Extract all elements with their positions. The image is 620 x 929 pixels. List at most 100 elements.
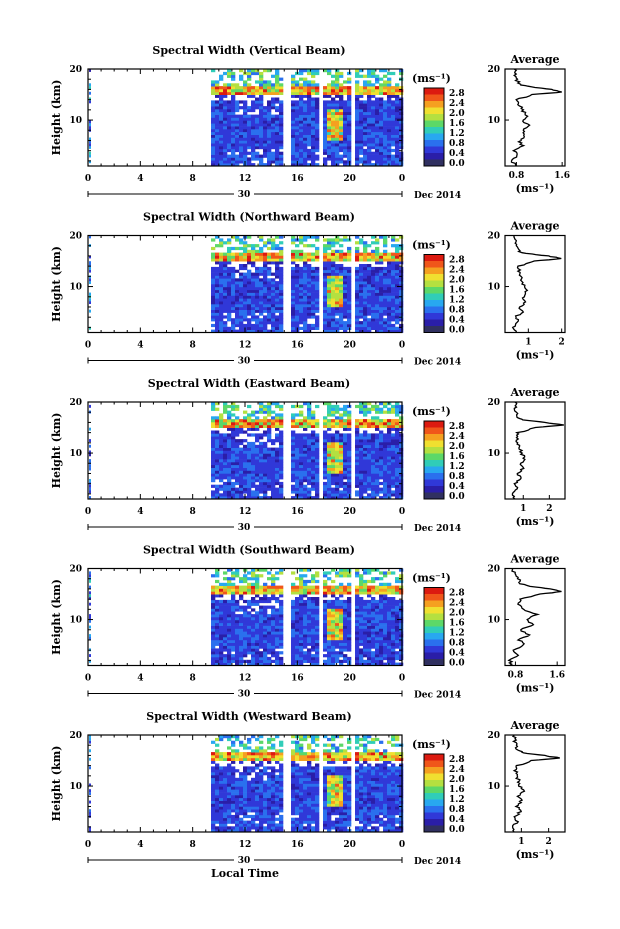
heatmap-cell bbox=[251, 249, 256, 253]
heatmap-cell bbox=[231, 605, 236, 609]
heatmap-cell bbox=[271, 637, 276, 641]
heatmap-cell bbox=[223, 261, 228, 265]
heatmap-cell bbox=[279, 83, 284, 87]
heatmap-cell bbox=[311, 326, 316, 330]
heatmap-cell bbox=[391, 318, 396, 322]
heatmap-cell bbox=[259, 298, 264, 302]
heatmap-cell bbox=[211, 439, 216, 443]
heatmap-cell bbox=[235, 301, 240, 305]
heatmap-cell bbox=[359, 146, 364, 150]
heatmap-cell bbox=[303, 599, 308, 604]
heatmap-cell bbox=[295, 91, 300, 95]
heatmap-cell bbox=[223, 470, 228, 474]
heatmap-cell bbox=[295, 157, 300, 161]
date-label: 30 bbox=[238, 523, 251, 533]
heatmap-cell bbox=[375, 467, 380, 471]
heatmap-cell bbox=[231, 258, 236, 262]
heatmap-cell bbox=[239, 625, 244, 629]
heatmap-cell bbox=[307, 654, 312, 658]
heatmap-cell bbox=[299, 306, 304, 310]
heatmap-cell bbox=[343, 100, 348, 104]
heatmap-cell bbox=[279, 108, 284, 113]
heatmap-cell bbox=[323, 309, 328, 313]
heatmap-cell bbox=[255, 120, 260, 124]
heatmap-cell bbox=[263, 315, 268, 319]
heatmap-cell bbox=[259, 289, 264, 293]
heatmap-cell bbox=[275, 473, 280, 477]
colorbar-swatch bbox=[424, 140, 444, 147]
heatmap-cell bbox=[303, 639, 308, 643]
heatmap-cell bbox=[239, 441, 244, 446]
heatmap-cell bbox=[251, 131, 256, 135]
heatmap-cell bbox=[311, 642, 316, 646]
heatmap-cell bbox=[279, 120, 284, 124]
heatmap-cell bbox=[251, 659, 256, 663]
heatmap-cell bbox=[299, 637, 304, 641]
colorbar-swatch bbox=[424, 114, 444, 121]
heatmap-cell bbox=[347, 284, 352, 288]
colorbar-swatch bbox=[424, 101, 444, 108]
heatmap-cell bbox=[335, 309, 340, 313]
heatmap-cell bbox=[383, 493, 388, 497]
heatmap-cell bbox=[263, 321, 268, 325]
heatmap-cell bbox=[371, 69, 376, 73]
heatmap-cell bbox=[363, 140, 368, 144]
heatmap-cell bbox=[271, 467, 276, 471]
heatmap-cell bbox=[395, 86, 400, 90]
heatmap-cell bbox=[219, 619, 224, 624]
heatmap-cell bbox=[375, 74, 380, 78]
heatmap-cell bbox=[387, 117, 392, 121]
heatmap-cell bbox=[215, 272, 220, 276]
heatmap-cell bbox=[215, 284, 220, 288]
heatmap-cell bbox=[335, 100, 340, 104]
heatmap-cell bbox=[327, 298, 332, 302]
heatmap-cell bbox=[307, 628, 312, 632]
heatmap-cell bbox=[355, 326, 360, 330]
heatmap-cell bbox=[299, 625, 304, 629]
heatmap-cell bbox=[251, 479, 256, 483]
heatmap-cell bbox=[371, 444, 376, 448]
heatmap-cell bbox=[239, 284, 244, 288]
heatmap-cell bbox=[295, 413, 300, 417]
heatmap-cell bbox=[311, 284, 316, 288]
heatmap-cell bbox=[259, 608, 264, 612]
heatmap-cell bbox=[395, 292, 400, 296]
heatmap-cell bbox=[247, 258, 252, 262]
heatmap-cell bbox=[271, 301, 276, 305]
heatmap-cell bbox=[395, 329, 400, 333]
colorbar-unit: (ms⁻¹) bbox=[412, 72, 451, 85]
heatmap-cell bbox=[367, 433, 372, 437]
heatmap-cell bbox=[367, 264, 372, 268]
heatmap-cell bbox=[267, 628, 272, 632]
heatmap-cell bbox=[211, 464, 216, 468]
heatmap-cell bbox=[375, 479, 380, 483]
heatmap-cell bbox=[311, 304, 316, 308]
heatmap-cell bbox=[267, 496, 272, 500]
colorbar-swatch bbox=[424, 133, 444, 141]
heatmap-cell bbox=[89, 292, 91, 296]
heatmap-cell bbox=[379, 441, 384, 446]
heatmap-cell bbox=[327, 410, 332, 414]
heatmap-cell bbox=[315, 585, 320, 589]
heatmap-cell bbox=[391, 476, 396, 480]
heatmap-cell bbox=[243, 289, 248, 293]
heatmap-cell bbox=[391, 493, 396, 497]
heatmap-cell bbox=[247, 131, 252, 135]
heatmap-cell bbox=[251, 481, 256, 486]
heatmap-cell bbox=[255, 315, 260, 319]
heatmap-cell bbox=[375, 151, 380, 155]
heatmap-cell bbox=[387, 100, 392, 104]
heatmap-cell bbox=[239, 470, 244, 474]
heatmap-cell bbox=[299, 611, 304, 615]
heatmap-cell bbox=[223, 157, 228, 161]
heatmap-cell bbox=[295, 284, 300, 288]
heatmap-cell bbox=[343, 301, 348, 305]
heatmap-cell bbox=[395, 424, 400, 428]
heatmap-cell bbox=[267, 126, 272, 130]
heatmap-cell bbox=[379, 436, 384, 440]
heatmap-cell bbox=[335, 295, 340, 299]
heatmap-cell bbox=[307, 100, 312, 104]
heatmap-cell bbox=[231, 473, 236, 477]
heatmap-cell bbox=[315, 246, 320, 251]
heatmap-cell bbox=[211, 622, 216, 626]
